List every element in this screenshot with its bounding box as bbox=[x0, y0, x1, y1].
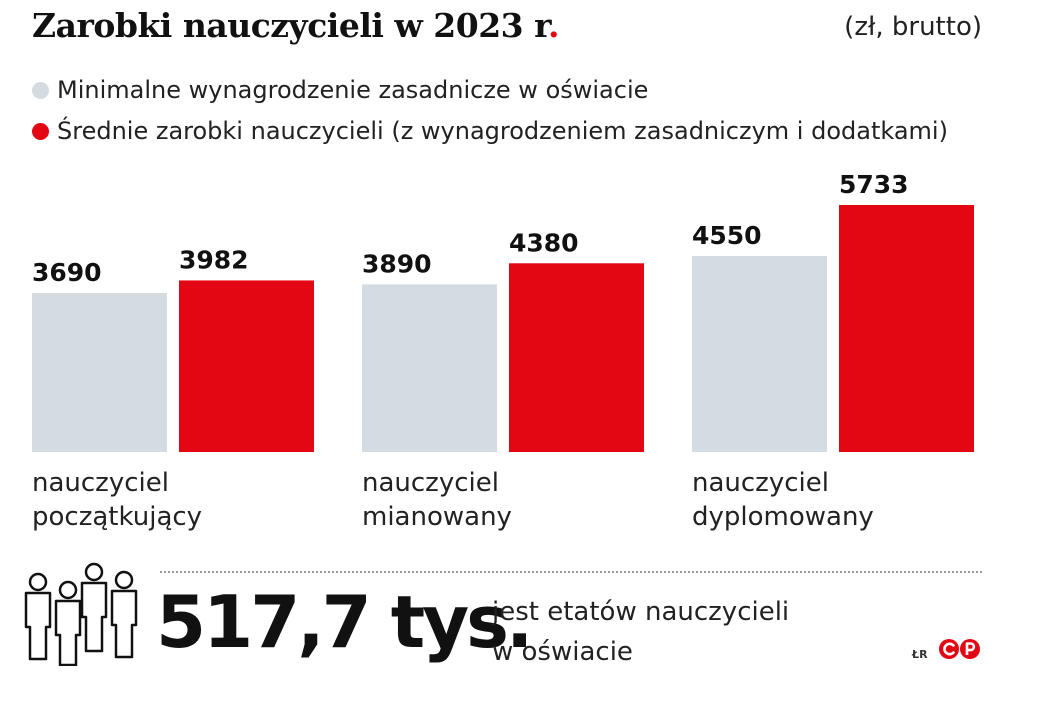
bar-chart: 3690 3982 3890 4380 4550 5733 bbox=[32, 170, 974, 452]
data-label-minimum-0: 3690 bbox=[32, 258, 102, 287]
legend-label-average: Średnie zarobki nauczycieli (z wynagrodz… bbox=[57, 117, 948, 145]
data-label-minimum-2: 4550 bbox=[692, 221, 762, 250]
legend-item-average: Średnie zarobki nauczycieli (z wynagrodz… bbox=[32, 117, 948, 145]
category-label-line: nauczyciel bbox=[32, 468, 169, 498]
chart-title-dot: . bbox=[547, 6, 560, 45]
category-label-poczatkujacy: nauczyciel początkujący bbox=[32, 466, 332, 534]
bar-minimum-0 bbox=[32, 293, 167, 452]
author-credit: ŁR bbox=[912, 648, 928, 661]
dotted-divider bbox=[160, 571, 982, 573]
units-label: (zł, brutto) bbox=[844, 12, 982, 42]
bar-average-0 bbox=[179, 280, 314, 452]
bar-minimum-2 bbox=[692, 255, 827, 452]
data-label-average-0: 3982 bbox=[179, 245, 249, 274]
category-label-line: dyplomowany bbox=[692, 502, 874, 532]
people-icon bbox=[24, 562, 138, 666]
bar-average-1 bbox=[509, 263, 644, 452]
legend-item-minimum: Minimalne wynagrodzenie zasadnicze w ośw… bbox=[32, 76, 648, 104]
category-label-line: nauczyciel bbox=[692, 468, 829, 498]
stat-description-line: jest etatów nauczycieli bbox=[492, 597, 790, 627]
category-label-line: nauczyciel bbox=[362, 468, 499, 498]
stat-value: 517,7 tys. bbox=[156, 580, 533, 664]
publisher-logo bbox=[939, 639, 980, 659]
chart-title-text: Zarobki nauczycieli w 2023 r bbox=[32, 6, 548, 45]
category-label-dyplomowany: nauczyciel dyplomowany bbox=[692, 466, 992, 534]
data-label-average-2: 5733 bbox=[839, 170, 909, 199]
bar-minimum-1 bbox=[362, 284, 497, 452]
data-label-minimum-1: 3890 bbox=[362, 249, 432, 278]
bar-average-2 bbox=[839, 205, 974, 452]
chart-title: Zarobki nauczycieli w 2023 r. bbox=[32, 6, 559, 45]
stat-description-line: w oświacie bbox=[492, 637, 633, 667]
data-label-average-1: 4380 bbox=[509, 228, 579, 257]
category-label-mianowany: nauczyciel mianowany bbox=[362, 466, 662, 534]
stat-description: jest etatów nauczycieli w oświacie bbox=[492, 592, 789, 672]
legend-swatch-average bbox=[32, 122, 49, 140]
legend-label-minimum: Minimalne wynagrodzenie zasadnicze w ośw… bbox=[57, 76, 649, 104]
category-label-line: początkujący bbox=[32, 502, 203, 532]
legend-swatch-minimum bbox=[32, 81, 49, 99]
category-label-line: mianowany bbox=[362, 502, 512, 532]
